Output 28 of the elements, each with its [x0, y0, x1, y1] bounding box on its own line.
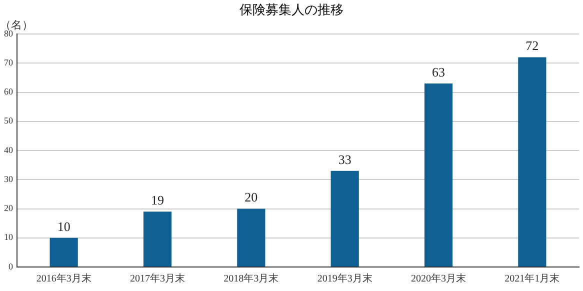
bar: [330, 170, 359, 266]
y-tick-label: 30: [4, 174, 14, 184]
x-tick-label: 2019年3月末: [317, 272, 372, 285]
data-label: 19: [151, 192, 164, 208]
x-tick-label: 2018年3月末: [224, 272, 279, 285]
x-tick-label: 2017年3月末: [130, 272, 185, 285]
data-label: 10: [57, 218, 70, 234]
bar: [50, 238, 78, 266]
y-tick-label: 50: [4, 116, 14, 126]
y-tick-label: 60: [4, 86, 14, 97]
y-tick-label: 80: [4, 28, 14, 38]
bar: [518, 57, 546, 266]
bar: [424, 84, 453, 266]
data-label: 72: [526, 38, 539, 54]
y-tick-label: 70: [4, 57, 14, 68]
bar: [143, 212, 172, 266]
y-tick-label: 10: [4, 232, 14, 242]
x-tick-label: 2021年1月末: [504, 272, 560, 285]
y-tick-label: 20: [4, 203, 14, 214]
data-label: 63: [432, 64, 445, 80]
data-label: 20: [244, 190, 258, 205]
bar: [237, 208, 266, 266]
x-tick-label: 2020年3月末: [411, 272, 466, 285]
data-label: 33: [338, 152, 352, 167]
y-tick-label: 0: [8, 261, 14, 272]
y-tick-label: 40: [4, 144, 14, 155]
chart-title: 保険募集人の推移: [238, 1, 344, 19]
x-tick-label: 2016年3月末: [36, 272, 92, 285]
